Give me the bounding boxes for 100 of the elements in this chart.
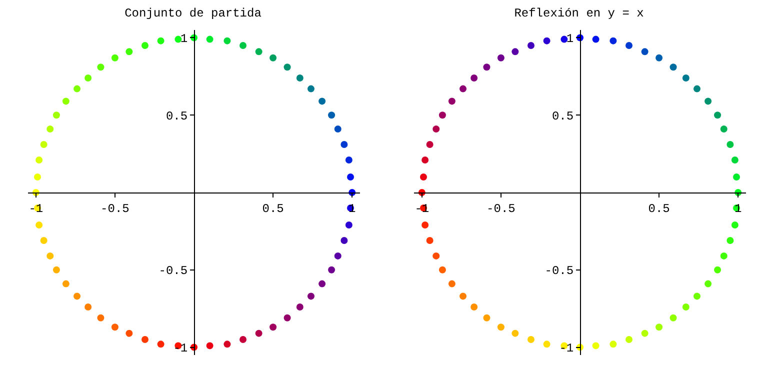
point — [157, 340, 164, 348]
point — [483, 314, 490, 322]
point — [438, 112, 446, 119]
point — [334, 126, 342, 133]
point — [610, 340, 617, 348]
y-tick-label: -1 — [559, 341, 574, 356]
point — [656, 54, 663, 62]
point — [448, 280, 456, 288]
point — [497, 324, 504, 331]
point — [46, 126, 54, 133]
point — [670, 314, 677, 322]
chart-title: Conjunto de partida — [124, 6, 262, 20]
point — [714, 112, 722, 119]
point — [345, 222, 352, 228]
point — [543, 37, 550, 44]
point — [307, 292, 314, 300]
point — [141, 336, 148, 344]
point — [284, 64, 291, 71]
point — [527, 336, 534, 344]
point — [420, 174, 427, 181]
point — [610, 37, 617, 44]
point — [460, 85, 467, 92]
point — [224, 340, 231, 348]
point — [270, 54, 277, 62]
chart-title: Reflexión en y = x — [514, 6, 644, 20]
point — [97, 64, 104, 71]
point — [224, 37, 231, 44]
x-tick-label: -0.5 — [100, 202, 130, 216]
point — [328, 112, 336, 119]
point — [296, 304, 304, 311]
point — [34, 174, 41, 181]
point — [714, 266, 722, 274]
point — [284, 314, 291, 322]
point — [470, 74, 478, 82]
point — [438, 266, 446, 274]
point — [592, 342, 600, 350]
point — [36, 156, 43, 164]
point — [62, 280, 70, 288]
point — [682, 74, 690, 82]
y-tick-label: -0.5 — [158, 264, 188, 278]
point — [432, 126, 440, 133]
point — [432, 252, 440, 260]
point — [141, 42, 148, 49]
y-tick-label: 1 — [566, 32, 574, 46]
point — [656, 324, 663, 331]
point — [270, 324, 277, 331]
point — [255, 48, 262, 56]
point — [426, 141, 434, 148]
x-tick-label: 0.5 — [648, 202, 670, 216]
y-tick-label: 0.5 — [166, 109, 188, 124]
point — [345, 156, 352, 164]
y-tick-label: -1 — [173, 341, 188, 356]
point — [46, 252, 54, 260]
point — [641, 48, 648, 56]
point — [126, 48, 133, 56]
point — [62, 98, 70, 105]
x-tick-label: -0.5 — [486, 202, 516, 216]
point — [52, 266, 60, 274]
point — [448, 98, 456, 105]
point — [512, 48, 519, 56]
point — [720, 252, 728, 260]
point — [641, 330, 648, 337]
point — [334, 252, 342, 260]
point — [731, 156, 738, 164]
point — [733, 174, 740, 181]
point — [40, 141, 48, 148]
point — [460, 292, 467, 300]
point — [426, 236, 434, 244]
point — [682, 304, 690, 311]
point — [626, 336, 633, 344]
point — [111, 54, 118, 62]
x-tick-label: 0.5 — [262, 202, 284, 216]
y-tick-label: 1 — [180, 32, 188, 46]
point — [318, 98, 326, 105]
point — [693, 85, 700, 92]
point — [328, 266, 336, 274]
point — [240, 42, 247, 49]
point — [704, 280, 712, 288]
point — [296, 74, 304, 82]
point — [255, 330, 262, 337]
point — [726, 236, 734, 244]
point — [704, 98, 712, 105]
point — [543, 340, 550, 348]
y-tick-label: 0.5 — [552, 109, 574, 124]
point — [626, 42, 633, 49]
point — [74, 85, 81, 92]
point — [340, 236, 348, 244]
point — [340, 141, 348, 148]
point — [206, 342, 214, 350]
point — [512, 330, 519, 337]
point — [347, 174, 354, 181]
point — [693, 292, 700, 300]
point — [111, 324, 118, 331]
point — [240, 336, 247, 344]
y-tick-label: -0.5 — [544, 264, 574, 278]
point — [720, 126, 728, 133]
point — [470, 304, 478, 311]
point — [52, 112, 60, 119]
point — [592, 36, 600, 43]
point — [84, 304, 92, 311]
